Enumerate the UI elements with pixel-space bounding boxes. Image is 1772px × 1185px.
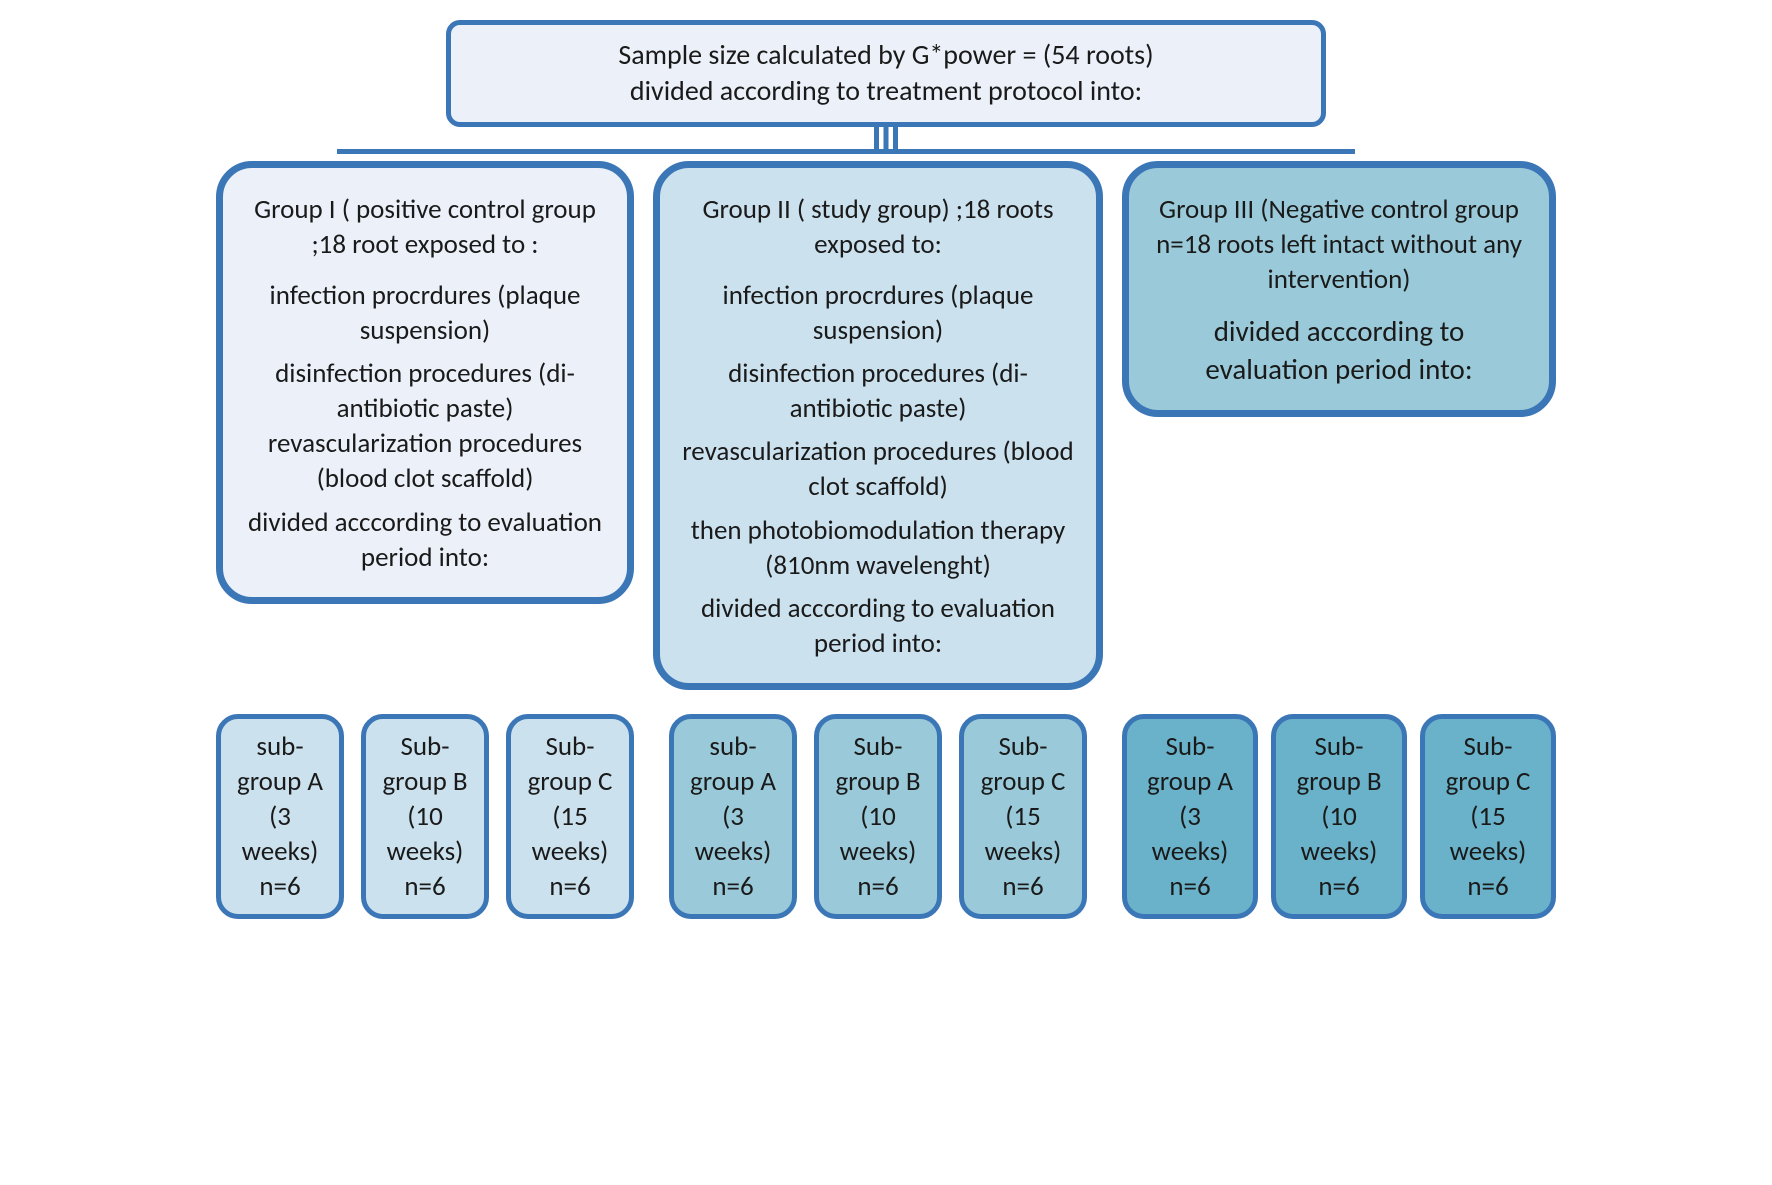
g2-sub-b-l3: (10	[827, 799, 929, 834]
group-3-subs: Sub- group A (3 weeks) n=6 Sub- group B …	[1122, 714, 1556, 919]
g2-sub-a-l5: n=6	[682, 869, 784, 904]
g2-sub-c-l5: n=6	[972, 869, 1074, 904]
group-2-wrap: Group II ( study group) ;18 roots expose…	[653, 161, 1103, 690]
g2-sub-a: sub- group A (3 weeks) n=6	[669, 714, 797, 919]
g1-sub-a-l2: group A	[229, 764, 331, 799]
connector-pipe	[874, 125, 898, 151]
g1-sub-b: Sub- group B (10 weeks) n=6	[361, 714, 489, 919]
g2-sub-c-l1: Sub-	[972, 729, 1074, 764]
g2-sub-b-l1: Sub-	[827, 729, 929, 764]
g1-sub-a-l3: (3	[229, 799, 331, 834]
g1-sub-b-l1: Sub-	[374, 729, 476, 764]
g1-sub-c-l1: Sub-	[519, 729, 621, 764]
g3-sub-c-l3: (15	[1433, 799, 1543, 834]
g3-sub-b-l4: weeks)	[1284, 834, 1394, 869]
group-2-bullet-4: then photobiomodulation therapy (810nm w…	[682, 513, 1074, 583]
group-1-wrap: Group I ( positive control group ;18 roo…	[216, 161, 634, 690]
group-3-title: Group III (Negative control group n=18 r…	[1151, 192, 1527, 297]
g3-sub-a-l2: group A	[1135, 764, 1245, 799]
top-line-1: Sample size calculated by G*power = (54 …	[481, 37, 1291, 73]
top-node: Sample size calculated by G*power = (54 …	[446, 20, 1326, 127]
g1-sub-b-l3: (10	[374, 799, 476, 834]
g2-sub-a-l2: group A	[682, 764, 784, 799]
g1-sub-c-l2: group C	[519, 764, 621, 799]
connector-horizontal	[337, 149, 1355, 154]
g3-sub-c-l4: weeks)	[1433, 834, 1543, 869]
g2-sub-a-l4: weeks)	[682, 834, 784, 869]
connector-top-to-groups	[216, 127, 1556, 161]
g3-sub-b-l2: group B	[1284, 764, 1394, 799]
g3-sub-c-l2: group C	[1433, 764, 1543, 799]
g1-sub-c-l4: weeks)	[519, 834, 621, 869]
g3-sub-c: Sub- group C (15 weeks) n=6	[1420, 714, 1556, 919]
g2-sub-c-l2: group C	[972, 764, 1074, 799]
flowchart-root: Sample size calculated by G*power = (54 …	[216, 20, 1556, 919]
g3-sub-b-l1: Sub-	[1284, 729, 1394, 764]
g2-sub-c-l4: weeks)	[972, 834, 1074, 869]
g2-sub-b-l5: n=6	[827, 869, 929, 904]
group-1-bullet-3: divided acccording to evaluation period …	[245, 505, 605, 575]
g1-sub-b-l4: weeks)	[374, 834, 476, 869]
group-1-bullet-2: disinfection procedures (di-antibiotic p…	[245, 356, 605, 496]
group-2-bullet-3: revascularization procedures (blood clot…	[682, 434, 1074, 504]
subgroups-row: sub- group A (3 weeks) n=6 Sub- group B …	[216, 702, 1556, 919]
g2-sub-c-l3: (15	[972, 799, 1074, 834]
g3-sub-b: Sub- group B (10 weeks) n=6	[1271, 714, 1407, 919]
g2-sub-b-l4: weeks)	[827, 834, 929, 869]
g1-sub-a-l5: n=6	[229, 869, 331, 904]
g2-sub-b: Sub- group B (10 weeks) n=6	[814, 714, 942, 919]
group-3-wrap: Group III (Negative control group n=18 r…	[1122, 161, 1556, 690]
groups-row: Group I ( positive control group ;18 roo…	[216, 161, 1556, 690]
g1-sub-c: Sub- group C (15 weeks) n=6	[506, 714, 634, 919]
g2-sub-b-l2: group B	[827, 764, 929, 799]
group-3-node: Group III (Negative control group n=18 r…	[1122, 161, 1556, 418]
g1-sub-a: sub- group A (3 weeks) n=6	[216, 714, 344, 919]
top-line-2: divided according to treatment protocol …	[481, 73, 1291, 109]
g3-sub-a-l1: Sub-	[1135, 729, 1245, 764]
g2-sub-a-l3: (3	[682, 799, 784, 834]
group-1-bullet-1: infection procrdures (plaque suspension)	[245, 278, 605, 348]
g1-sub-b-l2: group B	[374, 764, 476, 799]
group-3-bullet-1: divided acccording to evaluation period …	[1151, 313, 1527, 388]
g3-sub-c-l1: Sub-	[1433, 729, 1543, 764]
group-2-bullet-1: infection procrdures (plaque suspension)	[682, 278, 1074, 348]
group-1-title: Group I ( positive control group ;18 roo…	[245, 192, 605, 262]
g1-sub-b-l5: n=6	[374, 869, 476, 904]
group-2-node: Group II ( study group) ;18 roots expose…	[653, 161, 1103, 690]
group-2-bullet-2: disinfection procedures (di-antibiotic p…	[682, 356, 1074, 426]
group-2-subs: sub- group A (3 weeks) n=6 Sub- group B …	[669, 714, 1087, 919]
group-2-bullet-5: divided acccording to evaluation period …	[682, 591, 1074, 661]
group-1-node: Group I ( positive control group ;18 roo…	[216, 161, 634, 604]
g3-sub-a: Sub- group A (3 weeks) n=6	[1122, 714, 1258, 919]
g2-sub-a-l1: sub-	[682, 729, 784, 764]
g3-sub-b-l3: (10	[1284, 799, 1394, 834]
g1-sub-c-l3: (15	[519, 799, 621, 834]
g2-sub-c: Sub- group C (15 weeks) n=6	[959, 714, 1087, 919]
g1-sub-a-l1: sub-	[229, 729, 331, 764]
group-1-subs: sub- group A (3 weeks) n=6 Sub- group B …	[216, 714, 634, 919]
g1-sub-c-l5: n=6	[519, 869, 621, 904]
g3-sub-c-l5: n=6	[1433, 869, 1543, 904]
group-2-title: Group II ( study group) ;18 roots expose…	[682, 192, 1074, 262]
g3-sub-a-l4: weeks)	[1135, 834, 1245, 869]
g3-sub-a-l3: (3	[1135, 799, 1245, 834]
g1-sub-a-l4: weeks)	[229, 834, 331, 869]
g3-sub-b-l5: n=6	[1284, 869, 1394, 904]
g3-sub-a-l5: n=6	[1135, 869, 1245, 904]
